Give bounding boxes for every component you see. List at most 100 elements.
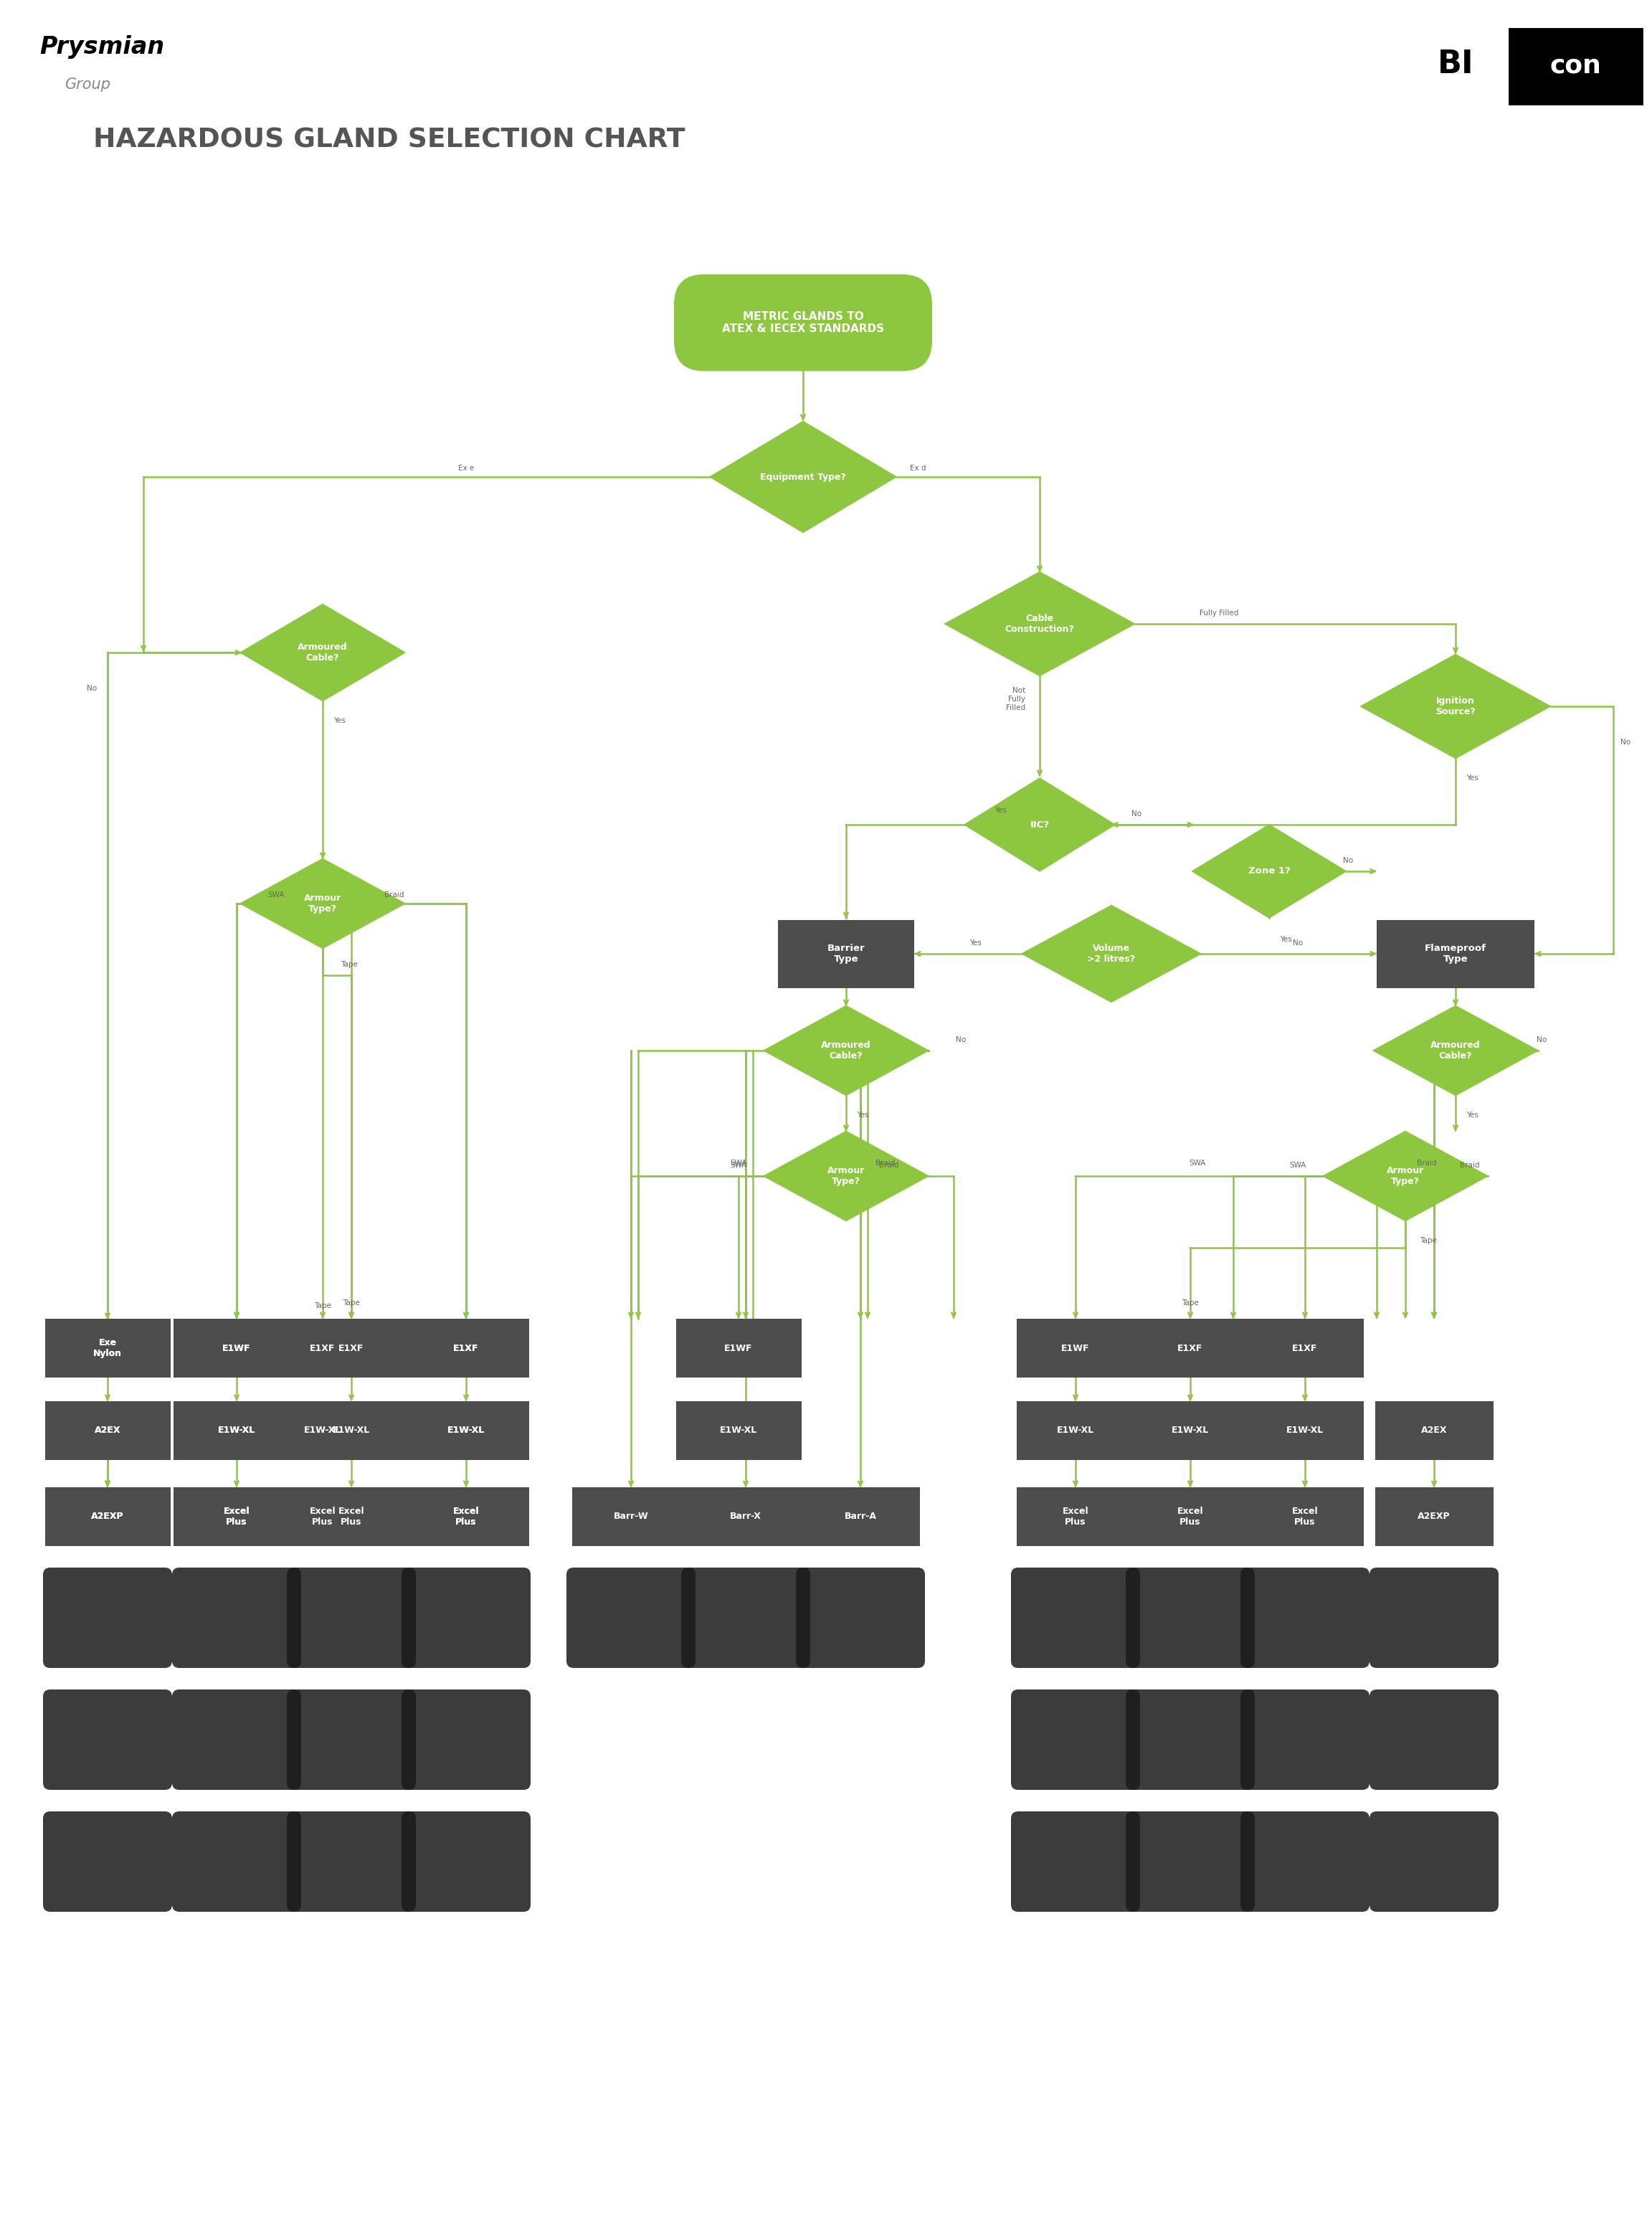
FancyBboxPatch shape [172,1689,301,1790]
Text: Braid: Braid [876,1160,895,1167]
Text: SWA: SWA [730,1160,747,1167]
Text: Barr-A: Barr-A [844,1512,877,1521]
Text: Barr-W: Barr-W [613,1512,648,1521]
Text: HAZARDOUS GLAND SELECTION CHART: HAZARDOUS GLAND SELECTION CHART [93,127,686,153]
Text: con: con [1550,53,1601,78]
FancyBboxPatch shape [173,1318,299,1378]
FancyBboxPatch shape [292,1487,410,1545]
FancyBboxPatch shape [401,1812,530,1912]
FancyBboxPatch shape [43,1567,172,1667]
Text: No: No [1343,856,1353,865]
Text: SWA: SWA [1290,1163,1307,1169]
FancyBboxPatch shape [1132,1400,1249,1461]
FancyBboxPatch shape [287,1812,416,1912]
Text: Ex e: Ex e [458,465,474,471]
FancyBboxPatch shape [1125,1689,1256,1790]
Text: Volume
>2 litres?: Volume >2 litres? [1087,945,1135,965]
Text: E1XF: E1XF [311,1343,335,1354]
FancyBboxPatch shape [1016,1400,1135,1461]
FancyBboxPatch shape [177,1400,296,1461]
Text: Yes: Yes [334,718,345,725]
FancyBboxPatch shape [1241,1812,1370,1912]
FancyBboxPatch shape [406,1318,525,1378]
Text: Braid: Braid [1460,1163,1480,1169]
Text: E1XF: E1XF [339,1343,363,1354]
Polygon shape [1021,905,1201,1003]
FancyBboxPatch shape [48,1318,167,1378]
FancyBboxPatch shape [674,273,932,371]
Text: E1W-XL: E1W-XL [332,1425,370,1436]
FancyBboxPatch shape [1125,1812,1256,1912]
FancyBboxPatch shape [1125,1567,1256,1667]
FancyBboxPatch shape [177,1318,296,1378]
Text: Equipment Type?: Equipment Type? [760,471,846,482]
FancyBboxPatch shape [45,1318,170,1378]
Text: A2EX: A2EX [94,1425,121,1436]
FancyBboxPatch shape [48,1400,167,1461]
Text: Cable
Construction?: Cable Construction? [1004,614,1074,634]
Text: Zone 1?: Zone 1? [1247,867,1290,876]
Text: Excel
Plus: Excel Plus [223,1507,249,1527]
Text: E1W-XL: E1W-XL [218,1425,256,1436]
FancyBboxPatch shape [406,1487,525,1545]
Text: A2EXP: A2EXP [1417,1512,1450,1521]
FancyBboxPatch shape [406,1400,525,1461]
FancyBboxPatch shape [173,1487,299,1545]
Text: Tape: Tape [340,960,358,967]
Text: E1W-XL: E1W-XL [1171,1425,1209,1436]
Text: Barrier
Type: Barrier Type [828,945,866,965]
Text: No: No [1132,811,1142,818]
Text: Yes: Yes [970,940,981,947]
FancyBboxPatch shape [401,1567,530,1667]
FancyBboxPatch shape [801,1487,920,1545]
Text: E1XF: E1XF [453,1343,479,1354]
Text: Braid: Braid [385,891,405,898]
FancyBboxPatch shape [1011,1567,1140,1667]
FancyBboxPatch shape [1132,1318,1249,1378]
Polygon shape [945,571,1135,676]
Text: SWA: SWA [268,891,284,898]
FancyBboxPatch shape [567,1567,695,1667]
Text: No: No [86,685,97,691]
Text: Armoured
Cable?: Armoured Cable? [297,642,347,662]
Text: E1W-XL: E1W-XL [448,1425,484,1436]
FancyBboxPatch shape [287,1567,416,1667]
Text: E1W-XL: E1W-XL [304,1425,342,1436]
FancyBboxPatch shape [1016,1487,1135,1545]
FancyBboxPatch shape [1370,1812,1498,1912]
Text: Excel
Plus: Excel Plus [339,1507,365,1527]
Polygon shape [965,778,1115,871]
Text: Yes: Yes [1280,936,1292,943]
Text: A2EXP: A2EXP [91,1512,124,1521]
Text: METRIC GLANDS TO
ATEX & IECEX STANDARDS: METRIC GLANDS TO ATEX & IECEX STANDARDS [722,311,884,333]
Text: Yes: Yes [995,807,1006,814]
Polygon shape [1373,1005,1538,1096]
FancyBboxPatch shape [43,1812,172,1912]
Text: Braid: Braid [879,1163,899,1169]
FancyBboxPatch shape [173,1400,299,1461]
FancyBboxPatch shape [259,1318,385,1378]
FancyBboxPatch shape [1132,1487,1249,1545]
Text: Tape: Tape [1419,1236,1437,1245]
Text: Armour
Type?: Armour Type? [1386,1167,1424,1187]
Text: BI: BI [1437,49,1474,80]
Text: E1W-XL: E1W-XL [448,1425,484,1436]
FancyBboxPatch shape [676,1400,801,1461]
Text: Braid: Braid [1417,1160,1437,1167]
FancyBboxPatch shape [177,1487,296,1545]
Text: E1W-XL: E1W-XL [720,1425,757,1436]
Text: A2EXP: A2EXP [91,1512,124,1521]
Polygon shape [710,422,897,534]
FancyBboxPatch shape [401,1689,530,1790]
FancyBboxPatch shape [778,920,914,987]
Text: Excel
Plus: Excel Plus [1292,1507,1318,1527]
Polygon shape [240,858,405,949]
Text: Barr-X: Barr-X [730,1512,762,1521]
Text: IIC?: IIC? [1029,820,1049,829]
Text: SWA: SWA [730,1163,747,1169]
Text: Excel
Plus: Excel Plus [453,1507,479,1527]
Text: E1WF: E1WF [223,1343,251,1354]
FancyBboxPatch shape [1011,1689,1140,1790]
Text: Excel
Plus: Excel Plus [1062,1507,1089,1527]
FancyBboxPatch shape [43,1689,172,1790]
